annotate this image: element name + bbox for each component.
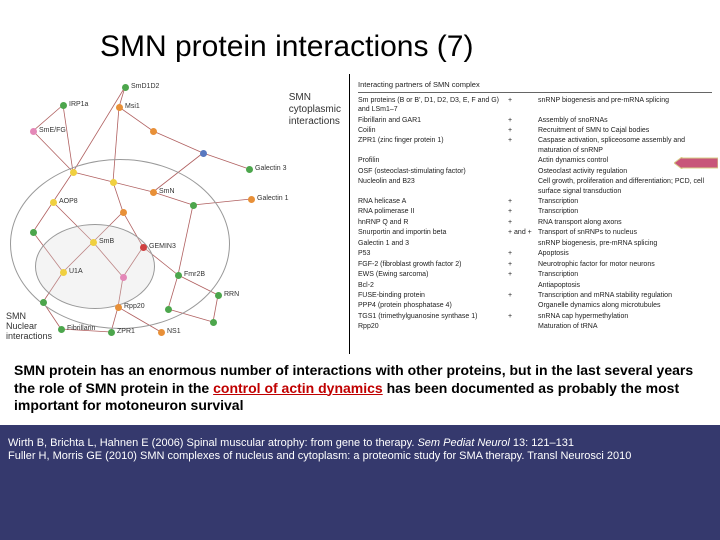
diagram-node-label: SmB [99, 238, 114, 245]
diagram-node [175, 272, 182, 279]
diagram-node [120, 209, 127, 216]
reference-1: Wirth B, Brichta L, Hahnen E (2006) Spin… [8, 437, 708, 450]
table-row: RNA polimerase II+Transcription [358, 207, 712, 217]
diagram-node-label: Galectin 3 [255, 165, 287, 172]
highlight-arrow-icon [674, 157, 718, 169]
diagram-node-label: Msi1 [125, 103, 140, 110]
diagram-node [246, 166, 253, 173]
table-row: hnRNP Q and R+RNA transport along axons [358, 217, 712, 227]
diagram-node-label: ZPR1 [117, 328, 135, 335]
content-row: SmD1D2 IRP1a Msi1 SmE/FG Galectin 3 SmN AOP8 Ga… [0, 74, 720, 354]
table-row: FGF-2 (fibroblast growth factor 2)+Neuro… [358, 259, 712, 269]
table-row: ProfilinActin dynamics control [358, 156, 712, 166]
diagram-node [150, 128, 157, 135]
diagram-node [165, 306, 172, 313]
diagram-node [60, 102, 67, 109]
table-row: Rpp20Maturation of tRNA [358, 322, 712, 332]
diagram-node-label: Galectin 1 [257, 195, 289, 202]
diagram-node-label: SmE/FG [39, 127, 66, 134]
diagram-node [58, 326, 65, 333]
diagram-node [30, 229, 37, 236]
diagram-node [30, 128, 37, 135]
diagram-node-label: IRP1a [69, 101, 88, 108]
table-row: Nucleolin and B23Cell growth, proliferat… [358, 177, 712, 197]
reference-2: Fuller H, Morris GE (2010) SMN complexes… [8, 450, 708, 463]
table-header-fn [538, 80, 712, 90]
table-row: Snurportin and importin beta+ and +Trans… [358, 228, 712, 238]
diagram-cytoplasmic-label: SMN cytoplasmic interactions [289, 92, 341, 128]
diagram-node-label: Rpp20 [124, 303, 145, 310]
diagram-node-label: U1A [69, 268, 83, 275]
diagram-node [50, 199, 57, 206]
table-header: Interacting partners of SMN complex [358, 80, 712, 93]
table-row: EWS (Ewing sarcoma)+Transcription [358, 270, 712, 280]
table-row: ZPR1 (zinc finger protein 1)+Caspase act… [358, 136, 712, 156]
diagram-node [150, 189, 157, 196]
diagram-node-label: GEMIN3 [149, 243, 176, 250]
table-row: RNA helicase A+Transcription [358, 197, 712, 207]
diagram-node [200, 150, 207, 157]
page-title: SMN protein interactions (7) [0, 0, 720, 74]
diagram-node [110, 179, 117, 186]
diagram-node [190, 202, 197, 209]
table-row: Galectin 1 and 3snRNP biogenesis, pre-mR… [358, 238, 712, 248]
table-row: OSF (osteoclast-stimulating factor)Osteo… [358, 166, 712, 176]
references: Wirth B, Brichta L, Hahnen E (2006) Spin… [0, 425, 720, 463]
table-row: P53+Apoptosis [358, 249, 712, 259]
diagram-node [120, 274, 127, 281]
diagram-node [90, 239, 97, 246]
diagram-node-label: SmD1D2 [131, 83, 159, 90]
diagram-node [210, 319, 217, 326]
diagram-node [140, 244, 147, 251]
table-row: FUSE-binding protein+Transcription and m… [358, 290, 712, 300]
diagram-nuclear-label: SMN Nuclear interactions [6, 312, 52, 342]
interaction-diagram: SmD1D2 IRP1a Msi1 SmE/FG Galectin 3 SmN AOP8 Ga… [0, 74, 350, 354]
diagram-node [215, 292, 222, 299]
diagram-node [158, 329, 165, 336]
table-row: Sm proteins (B or B', D1, D2, D3, E, F a… [358, 95, 712, 115]
summary-highlight: control of actin dynamics [213, 380, 383, 396]
diagram-node [122, 84, 129, 91]
nucleus-ellipse [35, 224, 155, 309]
summary-text: SMN protein has an enormous number of in… [0, 354, 720, 425]
diagram-node-label: AOP8 [59, 198, 78, 205]
table-row: Fibrillarin and GAR1+Assembly of snoRNAs [358, 115, 712, 125]
diagram-node [108, 329, 115, 336]
partners-table: Interacting partners of SMN complex Sm p… [350, 74, 720, 354]
diagram-node-label: Fmr2B [184, 271, 205, 278]
diagram-node [60, 269, 67, 276]
table-row: Coilin+Recruitment of SMN to Cajal bodie… [358, 125, 712, 135]
diagram-node [248, 196, 255, 203]
table-row: Bcl-2Antiapoptosis [358, 280, 712, 290]
table-row: TGS1 (trimethylguanosine synthase 1)+snR… [358, 311, 712, 321]
table-header-partners: Interacting partners of SMN complex [358, 80, 508, 90]
diagram-node-label: NS1 [167, 328, 181, 335]
diagram-node [115, 304, 122, 311]
diagram-node-label: RRN [224, 291, 239, 298]
table-row: PPP4 (protein phosphatase 4)Organelle dy… [358, 301, 712, 311]
diagram-node [40, 299, 47, 306]
diagram-node [70, 169, 77, 176]
diagram-node [116, 104, 123, 111]
diagram-node-label: SmN [159, 188, 175, 195]
diagram-node-label: Fibrillarin [67, 325, 95, 332]
